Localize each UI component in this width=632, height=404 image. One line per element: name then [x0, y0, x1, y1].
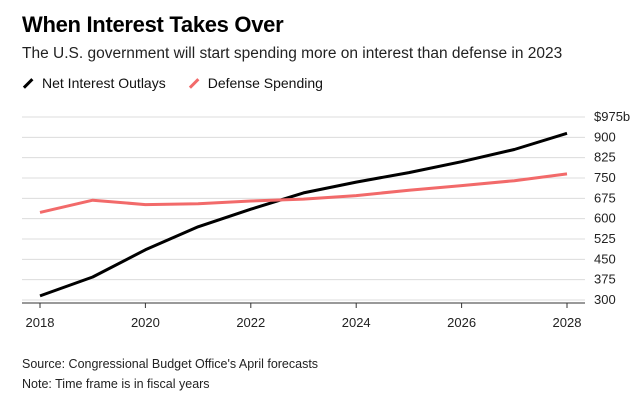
chart-notes: Source: Congressional Budget Office's Ap…	[22, 354, 318, 394]
x-tick-label: 2022	[236, 315, 265, 330]
y-tick-label: $975b	[594, 109, 630, 124]
legend-label-net-interest: Net Interest Outlays	[42, 75, 166, 91]
legend-label-defense: Defense Spending	[207, 75, 323, 91]
y-tick-label: 825	[594, 150, 616, 165]
chart-title: When Interest Takes Over	[22, 12, 284, 37]
source-note: Source: Congressional Budget Office's Ap…	[22, 357, 319, 371]
y-tick-label: 300	[594, 292, 616, 307]
x-tick-label: 2018	[26, 315, 55, 330]
y-tick-label: 450	[594, 251, 616, 266]
x-tick-label: 2020	[131, 315, 160, 330]
x-tick-label: 2026	[447, 315, 476, 330]
series-line-net-interest	[39, 131, 568, 298]
x-tick-label: 2028	[553, 315, 582, 330]
y-tick-label: 375	[594, 272, 616, 287]
series-line-defense	[39, 172, 568, 214]
legend: Net Interest Outlays Defense Spending	[22, 75, 345, 91]
legend-item-defense: Defense Spending	[188, 75, 323, 91]
y-tick-label: 675	[594, 190, 616, 205]
legend-item-net-interest: Net Interest Outlays	[22, 75, 166, 91]
y-tick-label: 525	[594, 231, 616, 246]
x-tick-label: 2024	[342, 315, 371, 330]
y-tick-label: 600	[594, 211, 616, 226]
fiscal-year-note: Note: Time frame is in fiscal years	[22, 377, 210, 391]
chart-subtitle: The U.S. government will start spending …	[22, 45, 563, 62]
y-tick-label: 900	[594, 129, 616, 144]
y-tick-label: 750	[594, 170, 616, 185]
